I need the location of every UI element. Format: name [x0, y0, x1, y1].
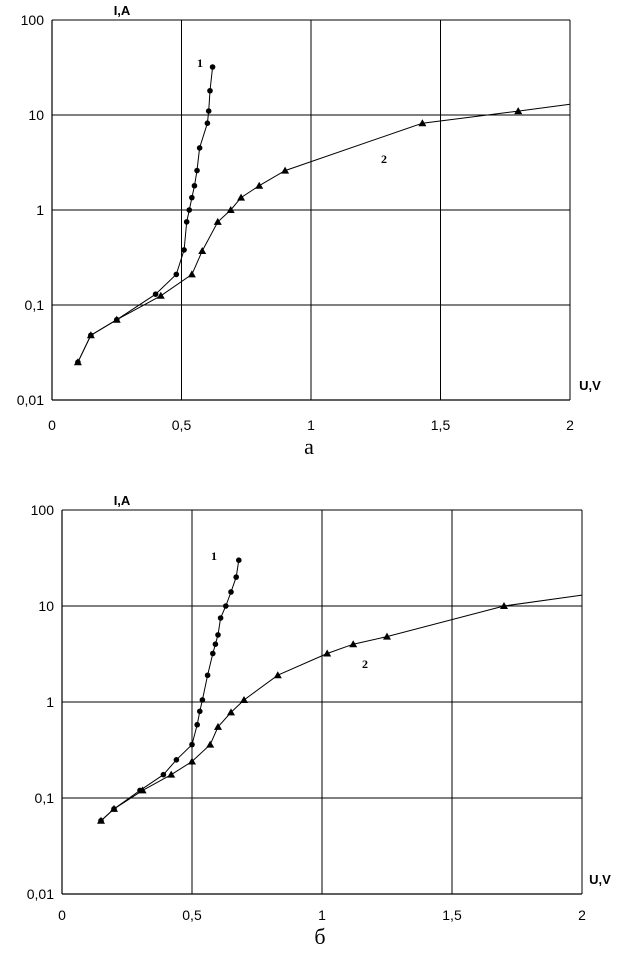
y-tick-label: 10 — [28, 107, 44, 123]
series-1-point — [194, 167, 200, 174]
series-1-point — [217, 615, 224, 621]
series-2-point — [255, 181, 264, 189]
series-2-point — [281, 166, 290, 174]
x-tick-label: 2 — [578, 907, 586, 923]
x-tick-label: 0,5 — [172, 417, 192, 433]
series-2-label: 2 — [362, 657, 368, 671]
panel-label: а — [304, 434, 314, 459]
series-2-point — [198, 247, 207, 255]
series-2-point — [112, 315, 121, 323]
series-2-point — [237, 193, 246, 201]
x-tick-label: 1,5 — [442, 907, 462, 923]
series-2-point — [187, 270, 196, 278]
series-1-line — [100, 560, 240, 822]
series-1-point — [210, 650, 216, 657]
series-2-point — [273, 671, 282, 679]
x-axis-title: U,V — [589, 872, 611, 887]
series-2-line — [100, 594, 583, 822]
y-axis-title: I,A — [114, 493, 131, 508]
x-tick-label: 0 — [48, 417, 56, 433]
x-tick-label: 2 — [566, 417, 574, 433]
series-1-point — [194, 721, 200, 728]
x-axis-title: U,V — [579, 378, 601, 393]
series-1-point — [223, 603, 229, 609]
series-1-point — [186, 207, 193, 213]
series-1-point — [205, 108, 212, 114]
series-2-point — [97, 816, 105, 824]
series-1-point — [233, 574, 239, 580]
series-2-point — [323, 649, 332, 657]
series-2-point — [206, 740, 215, 748]
y-tick-label: 10 — [38, 598, 54, 614]
y-tick-label: 100 — [31, 502, 55, 518]
y-tick-label: 100 — [21, 12, 45, 28]
series-2-point — [514, 107, 523, 115]
y-axis-title: I,A — [114, 3, 131, 18]
series-1-label: 1 — [197, 56, 203, 70]
series-1-point — [236, 557, 242, 563]
series-2-point — [418, 119, 427, 127]
series-2-point — [213, 217, 222, 225]
y-tick-label: 0,1 — [35, 790, 55, 806]
series-2-point — [383, 632, 391, 640]
series-1-point — [189, 194, 195, 201]
series-1-point — [197, 708, 203, 715]
series-1-point — [228, 589, 234, 595]
series-1-point — [199, 697, 206, 703]
series-2-point — [138, 786, 147, 794]
series-1-point — [215, 632, 221, 638]
series-2-point — [349, 640, 358, 648]
series-1-point — [207, 87, 213, 94]
series-1-point — [191, 182, 198, 189]
series-2-label: 2 — [381, 152, 387, 166]
series-1-point — [160, 771, 167, 778]
series-1-label: 1 — [211, 549, 217, 563]
y-tick-label: 1 — [46, 694, 54, 710]
x-tick-label: 0 — [58, 907, 66, 923]
series-1-point — [152, 291, 159, 297]
series-1-point — [183, 219, 190, 225]
x-tick-label: 0,5 — [182, 907, 202, 923]
series-2-point — [110, 804, 118, 812]
series-2-point — [226, 206, 235, 213]
series-1-line — [77, 66, 214, 363]
y-tick-label: 0,01 — [27, 886, 54, 902]
series-2-point — [156, 291, 165, 299]
x-tick-label: 1,5 — [431, 417, 451, 433]
series-1-point — [181, 247, 187, 253]
series-2-point — [240, 695, 248, 703]
panel-label: б — [314, 924, 325, 949]
series-2-point — [188, 757, 196, 765]
series-1-point — [173, 271, 180, 278]
y-tick-label: 1 — [36, 202, 44, 218]
series-2-line — [77, 103, 571, 363]
y-tick-label: 0,1 — [25, 297, 45, 313]
series-1-point — [212, 641, 219, 648]
series-2-point — [500, 602, 508, 609]
y-tick-label: 0,01 — [17, 392, 44, 408]
series-2-point — [73, 358, 82, 366]
series-1-point — [173, 756, 180, 763]
series-1-point — [196, 145, 203, 151]
series-2-point — [214, 722, 222, 730]
series-2-point — [86, 331, 95, 339]
series-1-point — [209, 64, 216, 70]
series-1-point — [204, 672, 211, 679]
series-1-point — [189, 741, 195, 748]
series-1-point — [204, 120, 211, 126]
series-2-point — [167, 770, 176, 778]
series-2-point — [227, 708, 235, 716]
x-tick-label: 1 — [318, 907, 326, 923]
x-tick-label: 1 — [307, 417, 315, 433]
